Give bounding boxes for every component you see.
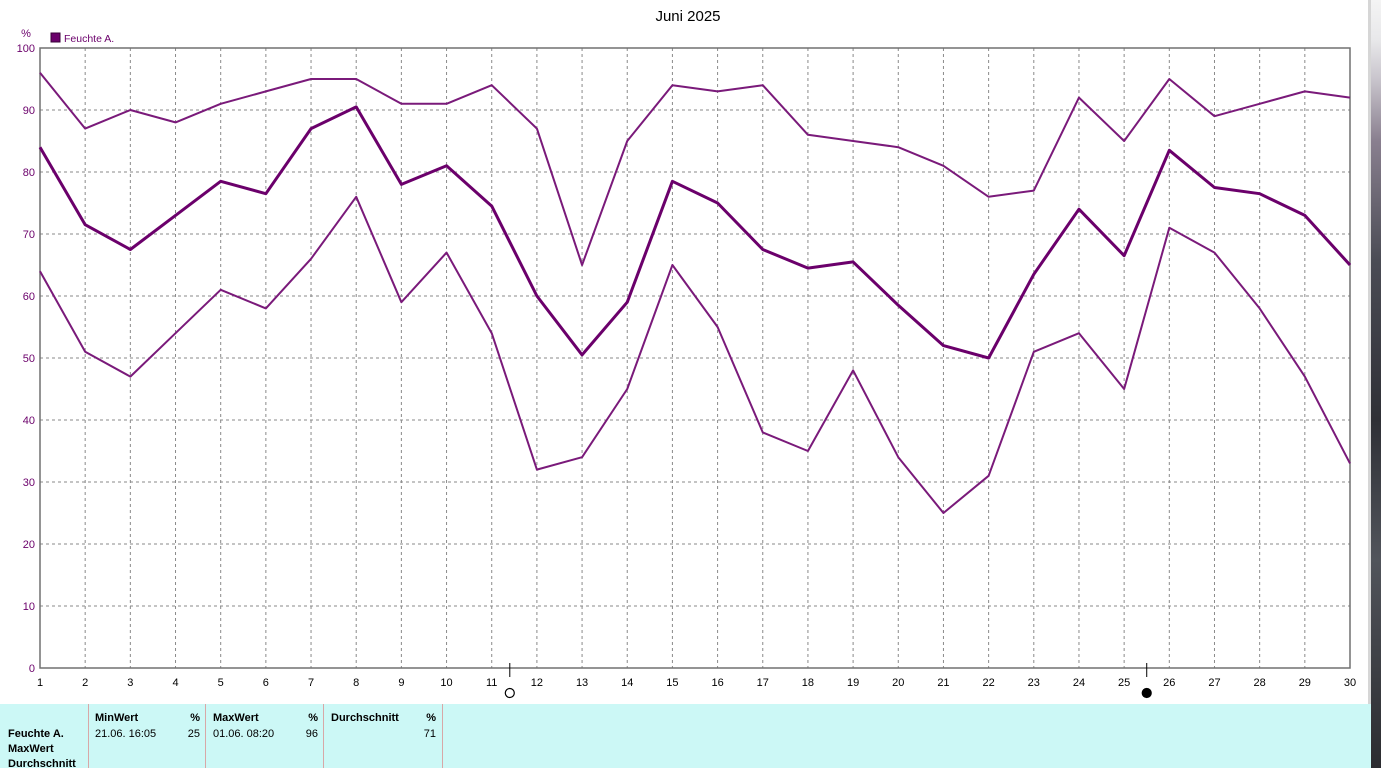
x-tick-label: 15 [666,677,678,689]
y-tick-label: 0 [29,663,35,675]
new-moon-marker [1141,687,1152,699]
y-tick-label: 50 [23,353,35,365]
x-tick-label: 11 [486,677,497,689]
desktop-background-strip [1371,0,1381,768]
x-tick-label: 5 [218,677,224,689]
x-tick-label: 12 [531,677,543,689]
x-tick-label: 30 [1344,677,1356,689]
grid [40,48,1350,668]
legend-swatch [50,32,61,43]
x-tick-label: 13 [576,677,588,689]
x-tick-label: 28 [1254,677,1266,689]
max-column: MaxWert % 01.06. 08:20 96 [205,704,324,768]
avg-value: 71 [423,728,436,740]
x-tick-label: 7 [308,677,314,689]
y-axis-unit: % [21,28,31,40]
row-label-maxwert: MaxWert [8,743,54,755]
min-column: MinWert % 21.06. 16:05 25 [88,704,206,768]
x-tick-label: 17 [757,677,769,689]
y-tick-label: 10 [23,601,35,613]
series-line-avg [38,105,1352,360]
max-date: 01.06. 08:20 [213,728,275,740]
x-tick-label: 14 [621,677,633,689]
row-label-feuchte: Feuchte A. [8,728,64,740]
plot-frame [39,47,1351,669]
x-tick-label: 8 [353,677,359,689]
x-tick-label: 20 [892,677,904,689]
x-tick-label: 16 [711,677,723,689]
series-line-min [39,195,1351,514]
max-unit: % [308,712,318,724]
x-tick-label: 23 [1028,677,1040,689]
y-tick-label: 20 [23,539,35,551]
y-tick-label: 40 [23,415,35,427]
y-tick-label: 70 [23,229,35,241]
max-header: MaxWert [213,712,259,724]
x-tick-label: 4 [172,677,178,689]
series-line-max [39,72,1351,266]
window-edge [1368,0,1371,768]
chart-title: Juni 2025 [655,8,720,25]
avg-column: Durchschnitt % 71 [323,704,443,768]
x-tick-label: 6 [263,677,269,689]
max-value: 96 [305,728,318,740]
x-tick-label: 3 [127,677,133,689]
y-tick-label: 30 [23,477,35,489]
moon-markers [504,663,1152,699]
min-unit: % [190,712,200,724]
x-tick-label: 25 [1118,677,1130,689]
row-label-durchschnitt: Durchschnitt [8,758,76,770]
y-tick-label: 60 [23,291,35,303]
humidity-chart: Juni 2025 % Feuchte A. 0 10 20 30 40 50 60 70 80… [17,8,1356,699]
x-tick-label: 1 [37,677,43,689]
min-header: MinWert [95,712,139,724]
y-tick-label: 90 [23,105,35,117]
x-tick-label: 2 [82,677,88,689]
y-tick-label: 100 [17,43,35,55]
stats-row-labels: Feuchte A. MaxWert Durchschnitt [8,727,76,772]
x-tick-label: 19 [847,677,859,689]
statistics-panel: Feuchte A. MaxWert Durchschnitt MinWert … [0,704,1371,770]
x-tick-label: 21 [937,677,949,689]
series-lines [38,72,1352,514]
x-tick-label: 9 [398,677,404,689]
min-date: 21.06. 16:05 [95,728,157,740]
x-tick-label: 22 [982,677,994,689]
x-tick-label: 26 [1163,677,1175,689]
y-tick-label: 80 [23,167,35,179]
avg-unit: % [426,712,436,724]
legend-label: Feuchte A. [64,33,114,45]
full-moon-marker [504,687,515,699]
x-tick-label: 29 [1299,677,1311,689]
min-value: 25 [187,728,200,740]
x-tick-label: 27 [1208,677,1220,689]
avg-header: Durchschnitt [331,712,399,724]
x-tick-label: 24 [1073,677,1085,689]
x-tick-label: 18 [802,677,814,689]
x-tick-label: 10 [440,677,452,689]
